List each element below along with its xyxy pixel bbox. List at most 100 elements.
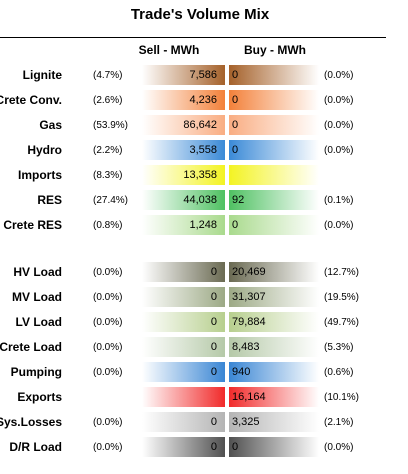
- buy-bar: [229, 215, 319, 235]
- buy-bar: [229, 115, 319, 135]
- sell-percent: (0.0%): [93, 317, 123, 328]
- sell-percent: (53.9%): [93, 120, 129, 131]
- table-row: RES (27.4%) 44,038 92 (0.1%): [0, 189, 400, 211]
- sell-value: 7,586: [189, 69, 217, 81]
- sell-bar: [142, 287, 225, 307]
- buy-bar: [229, 262, 319, 282]
- row-label: D/R Load: [9, 440, 62, 454]
- row-label: Exports: [17, 390, 62, 404]
- sell-bar: [142, 190, 225, 210]
- sell-bar: [142, 387, 225, 407]
- buy-percent: (0.0%): [324, 70, 354, 81]
- buy-value: 940: [232, 366, 251, 378]
- table-row: Imports (8.3%) 13,358: [0, 164, 400, 186]
- row-label: MV Load: [12, 290, 62, 304]
- row-label: HV Load: [13, 265, 62, 279]
- buy-bar: [229, 65, 319, 85]
- buy-bar: [229, 387, 319, 407]
- sell-percent: (8.3%): [93, 170, 123, 181]
- page-title: Trade's Volume Mix: [130, 6, 270, 23]
- buy-percent: (5.3%): [324, 342, 354, 353]
- sell-value: 44,038: [183, 194, 217, 206]
- sell-percent: (0.8%): [93, 220, 123, 231]
- sell-percent: (0.0%): [93, 417, 123, 428]
- sell-bar: [142, 65, 225, 85]
- table-row: Crete Load (0.0%) 0 8,483 (5.3%): [0, 336, 400, 358]
- buy-percent: (0.0%): [324, 220, 354, 231]
- table-row: Pumping (0.0%) 0 940 (0.6%): [0, 361, 400, 383]
- sell-percent: (2.6%): [93, 95, 123, 106]
- buy-percent: (2.1%): [324, 417, 354, 428]
- buy-bar: [229, 140, 319, 160]
- table-row: Sys.Losses (0.0%) 0 3,325 (2.1%): [0, 411, 400, 433]
- table-row: Crete RES (0.8%) 1,248 0 (0.0%): [0, 214, 400, 236]
- row-label: Pumping: [10, 365, 62, 379]
- buy-value: 0: [232, 94, 239, 106]
- buy-bar: [229, 165, 319, 185]
- buy-bar: [229, 190, 319, 210]
- buy-value: 79,884: [232, 316, 266, 328]
- buy-percent: (0.0%): [324, 95, 354, 106]
- sell-percent: (27.4%): [93, 195, 129, 206]
- table-row: MV Load (0.0%) 0 31,307 (19.5%): [0, 286, 400, 308]
- sell-percent: (0.0%): [93, 342, 123, 353]
- sell-value: 1,248: [189, 219, 217, 231]
- table-row: Lignite (4.7%) 7,586 0 (0.0%): [0, 64, 400, 86]
- sell-bar: [142, 262, 225, 282]
- table-row: LV Load (0.0%) 0 79,884 (49.7%): [0, 311, 400, 333]
- sell-bar: [142, 412, 225, 432]
- buy-percent: (0.6%): [324, 367, 354, 378]
- buy-percent: (49.7%): [324, 317, 360, 328]
- table-row: D/R Load (0.0%) 0 0 (0.0%): [0, 436, 400, 458]
- sell-bar: [142, 215, 225, 235]
- row-label: Crete Load: [0, 340, 62, 354]
- buy-bar: [229, 437, 319, 457]
- buy-value: 8,483: [232, 341, 260, 353]
- sell-bar: [142, 437, 225, 457]
- table-row: Exports 16,164 (10.1%): [0, 386, 400, 408]
- buy-bar: [229, 362, 319, 382]
- table-row: Hydro (2.2%) 3,558 0 (0.0%): [0, 139, 400, 161]
- buy-bar: [229, 287, 319, 307]
- buy-value: 0: [232, 144, 239, 156]
- buy-column-header: Buy - MWh: [244, 43, 306, 57]
- buy-bar: [229, 312, 319, 332]
- sell-value: 3,558: [189, 144, 217, 156]
- buy-value: 0: [232, 119, 239, 131]
- sell-value: 0: [210, 316, 217, 328]
- buy-value: 31,307: [232, 291, 266, 303]
- sell-percent: (0.0%): [93, 267, 123, 278]
- buy-value: 0: [232, 441, 239, 453]
- sell-bar: [142, 337, 225, 357]
- sell-value: 0: [210, 366, 217, 378]
- sell-bar: [142, 90, 225, 110]
- table-row: Crete Conv. (2.6%) 4,236 0 (0.0%): [0, 89, 400, 111]
- row-label: Sys.Losses: [0, 415, 62, 429]
- sell-bar: [142, 312, 225, 332]
- buy-percent: (10.1%): [324, 392, 360, 403]
- table-row: Gas (53.9%) 86,642 0 (0.0%): [0, 114, 400, 136]
- buy-value: 0: [232, 69, 239, 81]
- buy-percent: (0.0%): [324, 442, 354, 453]
- title-rule: [0, 37, 386, 38]
- buy-value: 0: [232, 219, 239, 231]
- buy-percent: (19.5%): [324, 292, 360, 303]
- buy-bar: [229, 90, 319, 110]
- sell-value: 0: [210, 291, 217, 303]
- row-label: Crete Conv.: [0, 93, 62, 107]
- buy-bar: [229, 412, 319, 432]
- buy-value: 20,469: [232, 266, 266, 278]
- sell-column-header: Sell - MWh: [138, 43, 200, 57]
- buy-value: 3,325: [232, 416, 260, 428]
- sell-value: 86,642: [183, 119, 217, 131]
- sell-value: 0: [210, 416, 217, 428]
- buy-percent: (0.0%): [324, 120, 354, 131]
- sell-value: 4,236: [189, 94, 217, 106]
- row-label: Imports: [17, 168, 62, 182]
- sell-bar: [142, 140, 225, 160]
- table-row: HV Load (0.0%) 0 20,469 (12.7%): [0, 261, 400, 283]
- sell-bar: [142, 165, 225, 185]
- buy-bar: [229, 337, 319, 357]
- buy-percent: (0.0%): [324, 145, 354, 156]
- row-label: Crete RES: [3, 218, 62, 232]
